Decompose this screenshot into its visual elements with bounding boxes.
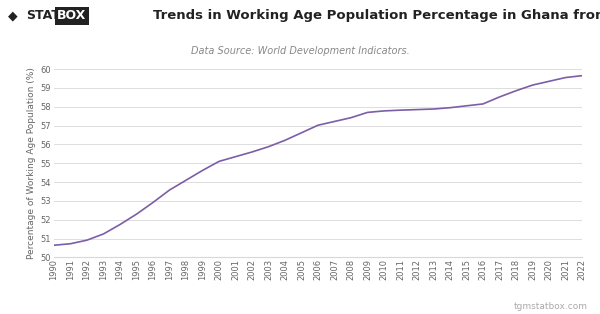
Text: BOX: BOX	[57, 9, 86, 22]
Text: STAT: STAT	[26, 9, 59, 22]
Text: Data Source: World Development Indicators.: Data Source: World Development Indicator…	[191, 46, 409, 56]
Y-axis label: Percentage of Working Age Population (%): Percentage of Working Age Population (%)	[28, 67, 37, 259]
Text: ◆: ◆	[8, 9, 17, 22]
Text: Trends in Working Age Population Percentage in Ghana from 1990 to 2022: Trends in Working Age Population Percent…	[153, 9, 600, 22]
Text: tgmstatbox.com: tgmstatbox.com	[514, 302, 588, 311]
